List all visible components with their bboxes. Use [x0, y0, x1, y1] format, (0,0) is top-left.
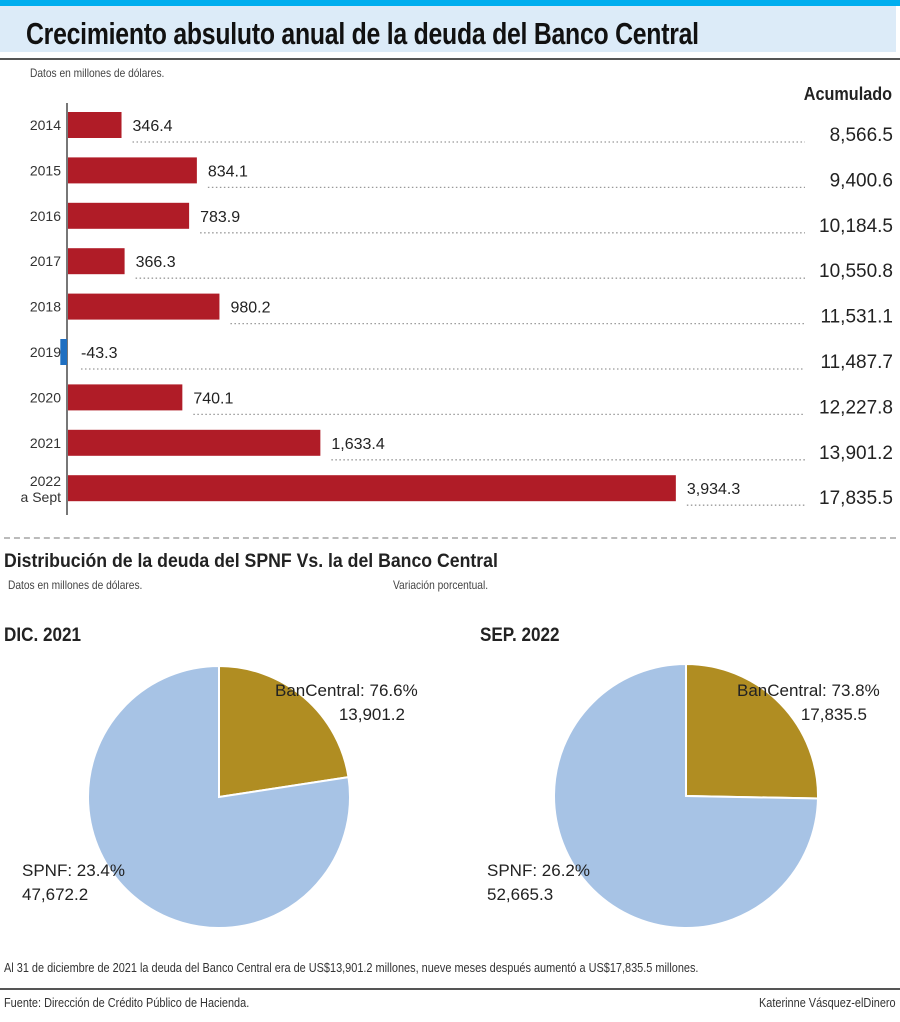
pie-slice-bancentral — [685, 662, 819, 800]
slice-value: 13,901.2 — [339, 705, 405, 724]
slice-value: 17,835.5 — [801, 705, 867, 724]
slice-value: 52,665.3 — [487, 885, 553, 904]
accumulated-value: 17,835.5 — [819, 488, 893, 509]
pie-variation-note: Variación porcentual. — [393, 578, 489, 592]
category-label: a Sept — [21, 489, 62, 505]
pie-slice-spnf — [87, 664, 351, 929]
pie-units-note: Datos en millones de dólares. — [8, 578, 143, 592]
title-banner: Crecimiento absuluto anual de la deuda d… — [0, 6, 896, 52]
accumulated-value: 9,400.6 — [830, 170, 893, 191]
value-label: 980.2 — [230, 300, 270, 317]
bar-2015 — [68, 157, 197, 184]
divider — [0, 58, 900, 60]
category-label: 2017 — [30, 253, 61, 269]
category-label: 2020 — [30, 389, 61, 405]
value-label: 346.4 — [133, 118, 173, 135]
bar-chart: 2014 346.4 8,566.5 2015 834.1 9,400.6 2016 783.… — [21, 103, 893, 515]
credit: Katerinne Vásquez-elDinero — [759, 995, 896, 1010]
bar-2019 — [60, 339, 67, 365]
slice-value: 47,672.2 — [22, 885, 88, 904]
bar-2022-a-Sept — [68, 475, 676, 502]
slice-label: BanCentral: 76.6% — [275, 681, 418, 700]
pie-slice-spnf — [553, 662, 819, 929]
accumulated-value: 10,184.5 — [819, 216, 893, 237]
pie-charts: BanCentral: 76.6% 13,901.2 SPNF: 23.4% 47,6… — [22, 662, 880, 929]
units-note: Datos en millones de dólares. — [30, 66, 165, 80]
category-label: 2018 — [30, 299, 61, 315]
pie-slice-bancentral — [218, 664, 350, 799]
top-accent-bar — [0, 0, 900, 6]
footnote: Al 31 de diciembre de 2021 la deuda del … — [4, 960, 699, 975]
pie-section-title: Distribución de la deuda del SPNF Vs. la… — [4, 551, 498, 572]
slice-label: SPNF: 26.2% — [487, 861, 590, 880]
accumulated-value: 10,550.8 — [819, 261, 893, 282]
bar-2016 — [68, 202, 190, 229]
category-label: 2014 — [30, 117, 61, 133]
accumulated-value: 8,566.5 — [830, 125, 893, 146]
category-label: 2019 — [30, 344, 61, 360]
accumulated-value: 13,901.2 — [819, 443, 893, 464]
bar-2018 — [68, 293, 220, 320]
value-label: 834.1 — [208, 163, 248, 180]
slice-label: BanCentral: 73.8% — [737, 681, 880, 700]
slice-label: SPNF: 23.4% — [22, 861, 125, 880]
footer-divider — [0, 988, 900, 990]
value-label: 783.9 — [200, 209, 240, 226]
pie-title-dic-2021: DIC. 2021 — [4, 625, 81, 646]
value-label: 740.1 — [193, 390, 233, 407]
value-label: 366.3 — [136, 254, 176, 271]
accumulated-value: 12,227.8 — [819, 397, 893, 418]
accumulated-value: 11,531.1 — [820, 307, 893, 328]
category-label: 2021 — [30, 435, 61, 451]
page-title: Crecimiento absuluto anual de la deuda d… — [26, 16, 699, 51]
accumulated-header: Acumulado — [803, 84, 892, 104]
bar-2017 — [68, 248, 125, 275]
section-divider — [4, 537, 896, 539]
value-label: -43.3 — [81, 345, 118, 362]
source: Fuente: Dirección de Crédito Público de … — [4, 995, 250, 1010]
bar-2020 — [68, 384, 183, 411]
category-label: 2022 — [30, 473, 61, 489]
category-label: 2016 — [30, 208, 61, 224]
accumulated-value: 11,487.7 — [820, 352, 893, 373]
value-label: 3,934.3 — [687, 481, 740, 498]
value-label: 1,633.4 — [331, 436, 384, 453]
bar-2014 — [68, 112, 122, 138]
bar-2021 — [68, 429, 321, 456]
pie-title-sep-2022: SEP. 2022 — [480, 625, 560, 646]
category-label: 2015 — [30, 162, 61, 178]
